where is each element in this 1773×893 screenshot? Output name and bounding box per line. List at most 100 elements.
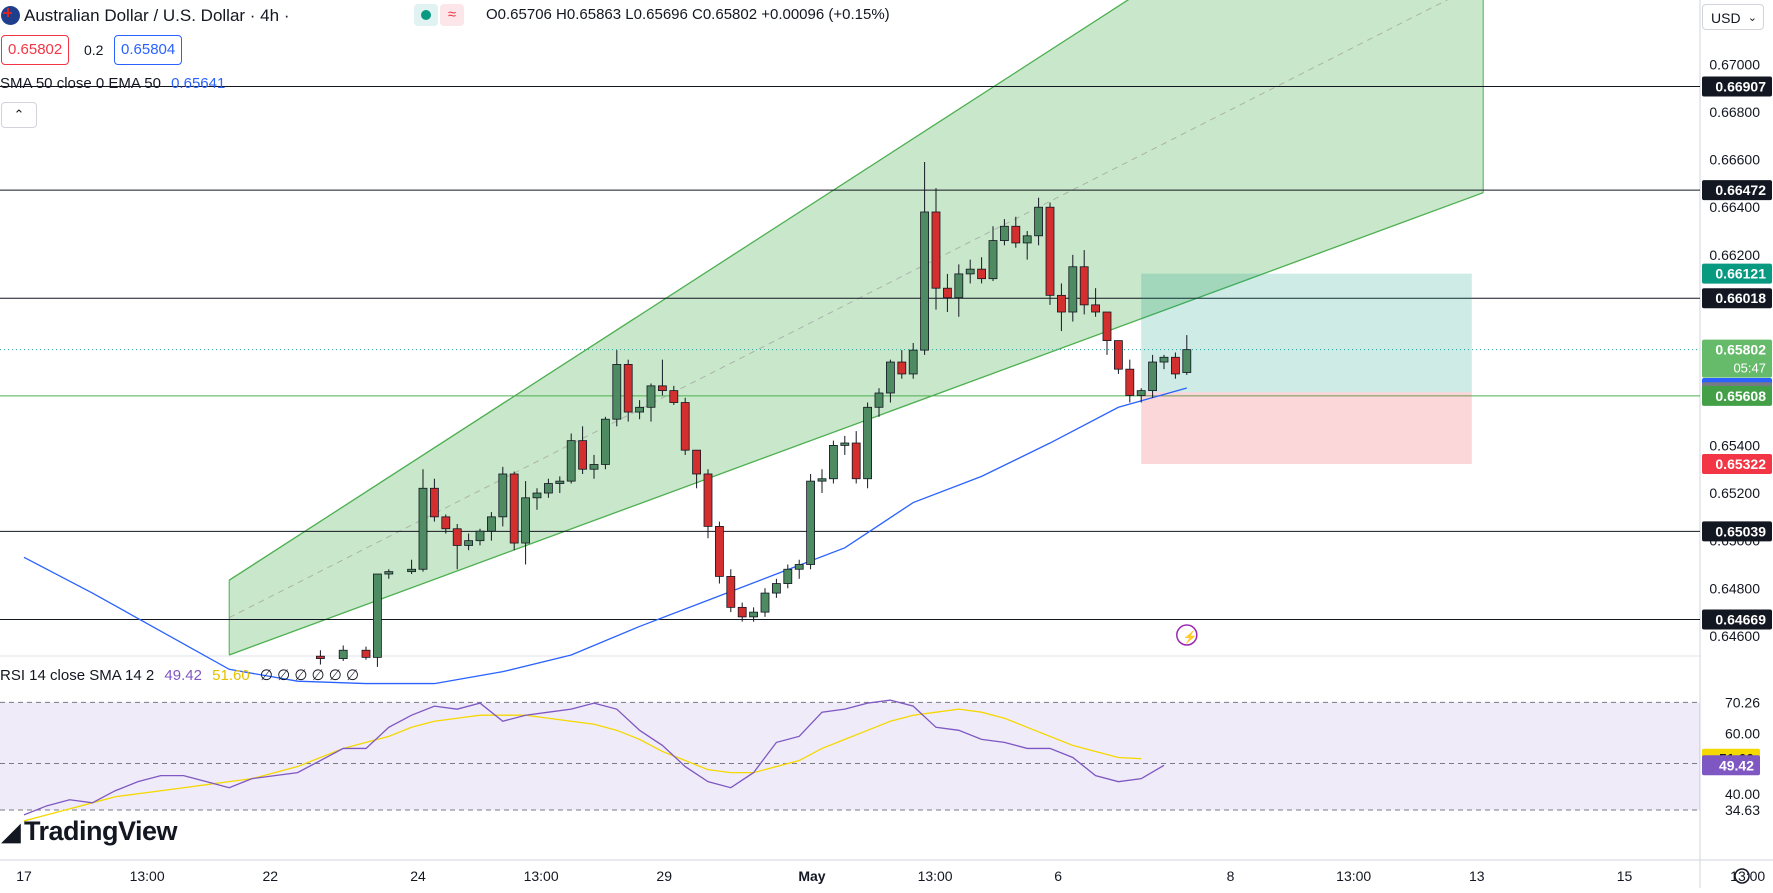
time-axis-tick: 13:00 — [1730, 868, 1765, 884]
candle-down — [669, 390, 679, 403]
settings-gear-icon — [1734, 868, 1750, 884]
candle-down — [578, 440, 587, 470]
price-label-box — [1702, 453, 1772, 474]
candle-down — [1057, 294, 1066, 313]
time-axis-tick: 8 — [1227, 868, 1235, 884]
data-delay-icon[interactable]: ≈ — [440, 4, 464, 26]
candle-down — [943, 287, 952, 299]
buy-button[interactable]: 0.65804 — [114, 35, 183, 65]
price-label-text: 0.66121 — [1715, 266, 1766, 282]
event-lightning-icon — [1176, 624, 1198, 646]
candle-down — [1091, 304, 1100, 313]
rsi-axis-tick: 34.63 — [1725, 802, 1760, 818]
rsi-legend[interactable]: RSI 14 close SMA 14 2 49.42 51.60 ∅ ∅ ∅ … — [0, 666, 359, 684]
candle-down — [361, 649, 371, 658]
channel-upper-line — [228, 0, 1130, 581]
candle-up — [988, 240, 998, 280]
candle-up — [532, 492, 542, 499]
position-target-zone — [1141, 273, 1472, 393]
price-label-box — [1702, 263, 1772, 284]
price-axis-tick: 0.64600 — [1709, 628, 1760, 644]
candle-up — [589, 464, 599, 470]
candle-up — [1159, 356, 1169, 363]
candle-down — [429, 487, 439, 518]
level-price-text: 0.64669 — [1715, 612, 1766, 628]
level-price-label — [1702, 288, 1772, 309]
candle-up — [749, 611, 758, 618]
candle-up — [886, 361, 895, 394]
time-axis-tick: 13:00 — [130, 868, 165, 884]
price-axis-tick: 0.66600 — [1709, 152, 1760, 168]
market-open-dot-icon[interactable] — [414, 4, 438, 26]
indicator-value: 0.65641 — [171, 75, 226, 92]
candle-down — [1125, 368, 1135, 396]
candle-up — [498, 473, 508, 518]
indicator-label: SMA 50 close 0 EMA 50 — [0, 75, 161, 92]
candle-up — [794, 564, 804, 570]
candle-up — [954, 273, 964, 299]
candle-up — [646, 385, 656, 408]
time-axis-tick: 13:00 — [918, 868, 953, 884]
position-stop-zone — [1141, 392, 1472, 464]
time-axis-tick: 13 — [1469, 868, 1485, 884]
time-axis-tick: 13:00 — [524, 868, 559, 884]
time-axis-tick: 13:00 — [1336, 868, 1371, 884]
rsi-axis-tick: 40.00 — [1725, 786, 1760, 802]
lightning-glyph: ⚡ — [1183, 630, 1198, 644]
rsi-sma-line — [23, 708, 1142, 822]
candle-up — [521, 497, 530, 544]
candle-down — [726, 576, 736, 608]
price-label-box — [1702, 339, 1772, 378]
sell-button[interactable]: 0.65802 — [1, 35, 70, 65]
candle-up — [566, 440, 576, 482]
channel-lower-line — [228, 192, 1484, 656]
rsi-sma-value: 51.60 — [212, 667, 250, 684]
candle-up — [418, 487, 428, 570]
time-axis-tick: May — [798, 868, 825, 884]
candle-up — [840, 442, 850, 446]
candle-up — [372, 573, 382, 658]
indicator-legend[interactable]: SMA 50 close 0 EMA 50 0.65641 — [0, 75, 225, 92]
chevron-up-icon[interactable]: ⌃ — [1, 102, 37, 128]
candle-up — [965, 268, 975, 275]
level-price-text: 0.66472 — [1715, 182, 1766, 198]
candle-up — [1148, 361, 1157, 392]
price-axis-tick: 0.65400 — [1709, 437, 1760, 453]
candle-down — [977, 268, 986, 280]
candle-up — [760, 592, 770, 613]
candle-up — [863, 406, 872, 480]
price-axis-tick: 0.66400 — [1709, 199, 1760, 215]
level-price-label — [1702, 521, 1772, 542]
candle-down — [509, 473, 519, 544]
level-price-text: 0.65039 — [1715, 523, 1766, 539]
candle-up — [806, 480, 815, 565]
currency-select[interactable]: USD ⌄ — [1702, 4, 1764, 30]
candle-up — [544, 483, 553, 494]
candle-down — [441, 516, 451, 530]
candle-down — [1079, 266, 1089, 306]
level-price-text: 0.66907 — [1715, 78, 1766, 94]
rsi-band-fill — [0, 702, 1700, 810]
candle-down — [715, 525, 724, 577]
time-axis-tick: 17 — [16, 868, 32, 884]
candle-down — [851, 442, 861, 480]
channel-fill — [229, 0, 1484, 655]
candle-down — [623, 364, 633, 413]
rsi-label: RSI 14 close SMA 14 2 — [0, 667, 155, 684]
candle-up — [486, 516, 496, 532]
candle-up — [1068, 266, 1078, 313]
level-price-label — [1702, 180, 1772, 201]
candle-down — [1171, 356, 1180, 375]
tradingview-logo-icon: ◢ — [2, 819, 20, 846]
candle-down — [692, 449, 701, 475]
candle-up — [829, 444, 838, 480]
price-label-text: 0.65608 — [1715, 388, 1766, 404]
candle-up — [1000, 225, 1009, 241]
time-axis-tick: 24 — [410, 868, 426, 884]
symbol-title[interactable]: Australian Dollar / U.S. Dollar · 4h · — [24, 6, 290, 25]
australia-flag-icon — [1, 6, 20, 25]
price-label-box — [1702, 385, 1772, 406]
tradingview-logo[interactable]: ◢ TradingView — [2, 816, 178, 847]
